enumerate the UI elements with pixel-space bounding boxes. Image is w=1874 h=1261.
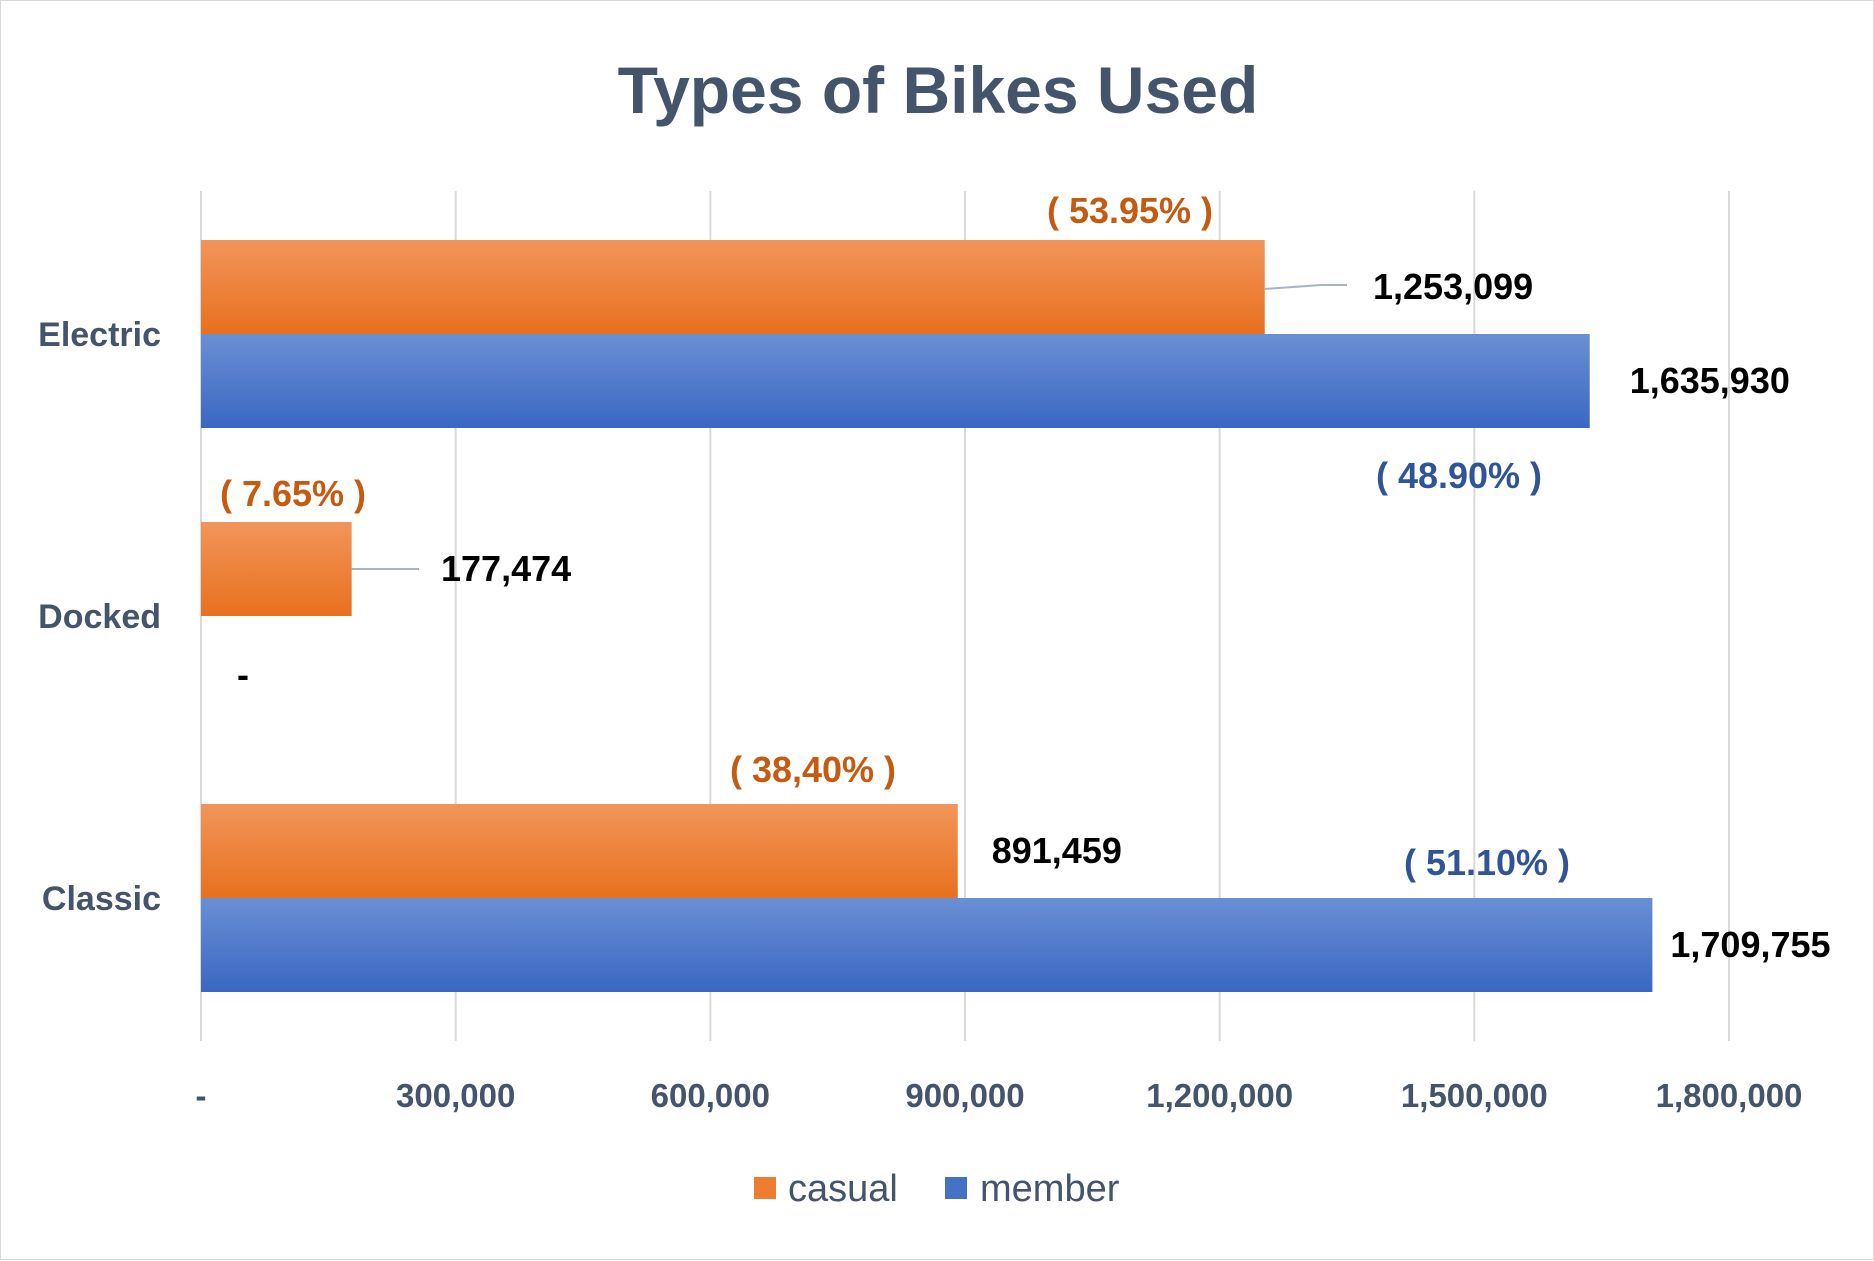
percent-label-member: ( 51.10% ) xyxy=(1404,842,1570,883)
chart-title: Types of Bikes Used xyxy=(618,53,1259,127)
value-label-casual: 891,459 xyxy=(992,830,1122,871)
legend-label-member[interactable]: member xyxy=(980,1168,1120,1210)
bar-casual xyxy=(201,804,958,898)
axes: - 300,000 600,000 900,000 1,200,000 1,500,000… xyxy=(38,316,1802,1114)
percent-label-casual: ( 7.65% ) xyxy=(220,473,366,514)
x-tick-label: 1,200,000 xyxy=(1146,1077,1293,1114)
x-tick-label: 600,000 xyxy=(651,1077,770,1114)
bars xyxy=(201,240,1653,992)
x-tick-label: - xyxy=(196,1077,207,1114)
bar-casual xyxy=(201,522,352,616)
legend-swatch-member[interactable] xyxy=(945,1177,967,1199)
category-label: Classic xyxy=(42,880,161,918)
percent-label-casual: ( 53.95% ) xyxy=(1047,190,1213,231)
x-tick-label: 1,800,000 xyxy=(1656,1077,1803,1114)
leader-line xyxy=(1264,284,1347,290)
bar-member xyxy=(201,334,1590,428)
legend-label-casual[interactable]: casual xyxy=(788,1168,898,1210)
value-label-casual: 1,253,099 xyxy=(1373,266,1533,307)
percent-label-casual: ( 38,40% ) xyxy=(730,749,896,790)
x-tick-label: 300,000 xyxy=(396,1077,515,1114)
category-label: Docked xyxy=(38,598,161,636)
x-tick-label: 1,500,000 xyxy=(1401,1077,1548,1114)
x-tick-label: 900,000 xyxy=(905,1077,1024,1114)
legend-swatch-casual[interactable] xyxy=(754,1177,776,1199)
percent-label-member: ( 48.90% ) xyxy=(1376,455,1542,496)
category-label: Electric xyxy=(38,316,161,354)
legend[interactable]: casual member xyxy=(754,1168,1120,1210)
value-label-casual: 177,474 xyxy=(441,548,571,589)
value-label-member: 1,635,930 xyxy=(1630,360,1790,401)
data-labels: 1,253,099 177,474 891,459 1,635,930 - 1,709,7… xyxy=(220,190,1831,965)
value-label-member: 1,709,755 xyxy=(1670,924,1830,965)
bar-member xyxy=(201,898,1653,992)
value-label-member: - xyxy=(237,654,249,695)
bar-casual xyxy=(201,240,1265,334)
